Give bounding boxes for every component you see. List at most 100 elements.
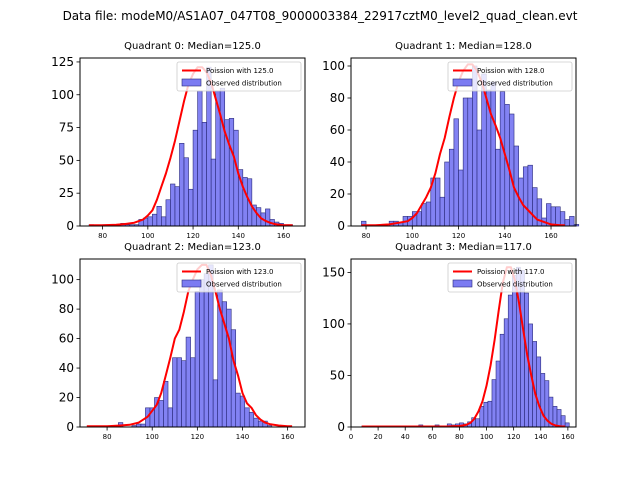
histogram-bar <box>569 216 575 227</box>
x-tick-label: 80 <box>455 433 464 441</box>
histogram-bar <box>176 357 182 428</box>
histogram-bar <box>183 157 189 227</box>
axes-title: Quadrant 2: Median=123.0 <box>124 242 261 253</box>
histogram-bar <box>483 401 489 428</box>
histogram-bar <box>199 279 205 428</box>
x-tick-label: 80 <box>103 433 112 441</box>
histogram-bar <box>507 294 513 428</box>
legend-entry-fit: Poission with 123.0 <box>206 268 274 276</box>
y-tick-label: 125 <box>51 55 74 69</box>
y-tick-label: 100 <box>322 317 345 331</box>
histogram-bar <box>212 379 218 428</box>
figure-suptitle: Data file: modeM0/AS1A07_047T08_90000033… <box>62 9 578 23</box>
x-tick-label: 100 <box>480 433 493 441</box>
axes-frame <box>79 57 306 227</box>
legend-bar-swatch <box>181 279 202 288</box>
x-tick-label: 20 <box>374 433 383 441</box>
x-tick-label: 0 <box>349 433 353 441</box>
x-tick-label: 100 <box>146 433 159 441</box>
histogram-bar <box>564 219 570 227</box>
x-tick-label: 40 <box>401 433 410 441</box>
histogram-bar <box>556 409 562 428</box>
y-tick-label: 100 <box>51 273 74 287</box>
histogram-bar <box>233 129 239 227</box>
quadrant-2-axes: Quadrant 2: Median=123.0 80 100 120 140 160 0 2… <box>51 242 306 441</box>
legend-entry-fit: Poission with 117.0 <box>477 268 545 276</box>
histogram-bar <box>194 291 200 428</box>
histogram-bar <box>462 97 469 227</box>
axes-frame <box>350 258 577 428</box>
y-tick-label: 40 <box>330 155 345 169</box>
histogram-bar <box>479 406 485 428</box>
histogram-bar <box>490 81 496 227</box>
histogram-bar <box>257 420 264 428</box>
histogram-bar <box>458 169 464 227</box>
histogram-bar <box>540 373 546 428</box>
y-tick-label: 0 <box>337 219 345 233</box>
axes-frame <box>79 258 306 428</box>
y-tick-label: 50 <box>59 153 74 167</box>
histogram-bar <box>152 213 158 227</box>
y-tick-label: 60 <box>59 332 74 346</box>
quadrant-1-axes: Quadrant 1: Median=128.0 80 100 120 140 160 0 2… <box>322 41 580 240</box>
histogram-bar <box>476 129 482 227</box>
histogram-bar <box>425 201 432 227</box>
x-tick-label: 100 <box>406 232 419 240</box>
histogram-bar <box>550 206 556 227</box>
legend-entry-observed: Observed distribution <box>206 80 282 88</box>
histogram-bar <box>156 206 162 227</box>
quadrant-0-axes: Quadrant 0: Median=125.0 80 100 120 140 160 0 2… <box>51 41 306 240</box>
x-tick-label: 140 <box>534 433 547 441</box>
histogram-bar <box>491 379 497 428</box>
legend: Poission with 128.0 Observed distribution <box>447 61 573 92</box>
histogram-bar <box>513 145 519 227</box>
histogram-bar <box>444 161 450 227</box>
histogram-bar <box>239 395 246 428</box>
y-tick-label: 25 <box>59 186 74 200</box>
histogram-bar <box>487 400 493 428</box>
y-tick-label: 0 <box>66 420 74 434</box>
histogram-bar <box>242 177 248 227</box>
histogram-bar <box>253 417 259 428</box>
histogram-bar <box>210 158 216 227</box>
legend-entry-observed: Observed distribution <box>206 281 282 289</box>
histogram-bar <box>203 273 209 428</box>
legend-bar-swatch <box>181 78 202 87</box>
histogram-bar <box>421 203 427 227</box>
histogram-bar <box>536 356 542 428</box>
legend-frame <box>447 61 573 92</box>
histogram-bar <box>185 336 191 428</box>
histogram-bar <box>165 199 171 227</box>
quadrant-3-axes: Quadrant 3: Median=117.0 0 20 40 60 80 100 120 1… <box>322 242 577 441</box>
y-tick-label: 40 <box>59 361 74 375</box>
legend: Poission with 123.0 Observed distribution <box>176 262 302 293</box>
histogram-bar <box>560 415 566 428</box>
y-tick-label: 0 <box>337 420 345 434</box>
legend-bar-swatch <box>452 279 473 288</box>
histogram-bar <box>435 177 441 227</box>
histogram-bar <box>475 418 481 428</box>
histogram-bar <box>188 188 194 227</box>
y-tick-label: 80 <box>59 302 74 316</box>
histogram-bar <box>495 148 501 227</box>
y-tick-label: 50 <box>330 368 345 382</box>
x-tick-label: 80 <box>362 232 371 240</box>
histogram-bar <box>499 91 506 227</box>
histogram-bar <box>564 422 570 428</box>
legend-frame <box>176 61 302 92</box>
histogram-bar <box>467 97 473 227</box>
histogram-bar <box>495 360 501 428</box>
histogram-bar <box>511 275 517 428</box>
x-tick-label: 120 <box>452 232 465 240</box>
y-tick-label: 100 <box>51 88 74 102</box>
histogram-bar <box>192 129 198 227</box>
histogram-bar <box>179 143 185 227</box>
histogram-bar <box>161 216 167 227</box>
histogram-bar <box>172 357 178 428</box>
histogram-bar <box>503 318 509 428</box>
histogram-bar <box>163 381 169 428</box>
histogram-bar <box>147 216 153 227</box>
histogram-bar <box>248 411 255 428</box>
histogram-bar <box>559 211 566 227</box>
